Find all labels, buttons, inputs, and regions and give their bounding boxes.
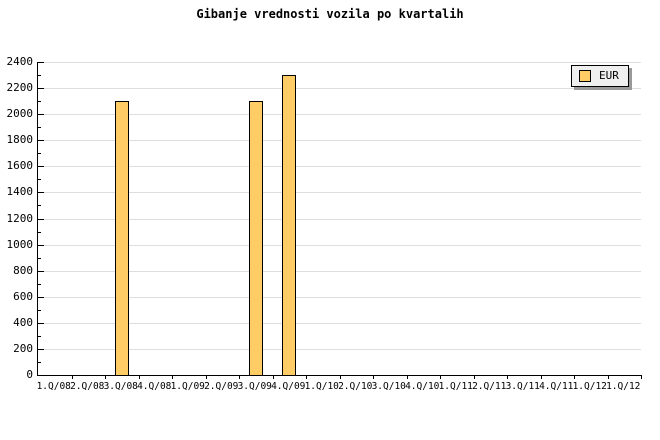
y-major-tick-1400 [38, 192, 44, 193]
y-major-tick-800 [38, 271, 44, 272]
bar-3.Q/09 [249, 101, 263, 375]
y-axis-label-200: 200 [13, 341, 33, 355]
y-major-tick-1200 [38, 219, 44, 220]
y-minor-tick-1700 [38, 153, 41, 154]
y-major-tick-2200 [38, 88, 44, 89]
x-tick-13 [474, 375, 475, 379]
y-minor-tick-1300 [38, 205, 41, 206]
x-axis-label-5: 1.Q/09 [170, 381, 205, 392]
x-tick-3 [139, 375, 140, 379]
y-minor-tick-900 [38, 258, 41, 259]
y-axis-label-800: 800 [13, 263, 33, 277]
gridline-y-1200 [38, 219, 641, 220]
x-axis-label-7: 3.Q/09 [237, 381, 272, 392]
x-axis-label-18: 1.Q/12 [606, 381, 641, 392]
x-tick-7 [273, 375, 274, 379]
y-major-tick-1000 [38, 245, 44, 246]
y-major-tick-400 [38, 323, 44, 324]
gridline-y-800 [38, 271, 641, 272]
y-axis-label-1000: 1000 [6, 237, 34, 251]
y-axis-label-1800: 1800 [6, 133, 34, 147]
x-axis-label-11: 3.Q/10 [371, 381, 406, 392]
legend: EUR [571, 65, 629, 87]
x-tick-8 [306, 375, 307, 379]
y-major-tick-1600 [38, 166, 44, 167]
bar-3.Q/08 [115, 101, 129, 375]
gridline-y-1400 [38, 192, 641, 193]
y-major-tick-2400 [38, 62, 44, 63]
plot-area [37, 62, 642, 379]
legend-swatch-icon [579, 70, 591, 82]
y-axis-label-1200: 1200 [6, 211, 34, 225]
y-minor-tick-1500 [38, 179, 41, 180]
x-tick-14 [507, 375, 508, 379]
x-axis-label-13: 1.Q/11 [438, 381, 473, 392]
x-axis-label-12: 4.Q/10 [405, 381, 440, 392]
x-axis-label-2: 2.Q/08 [70, 381, 105, 392]
y-minor-tick-100 [38, 362, 41, 363]
bar-4.Q/09 [282, 75, 296, 375]
gridline-y-400 [38, 323, 641, 324]
gridline-y-200 [38, 349, 641, 350]
gridline-y-2000 [38, 114, 641, 115]
gridline-y-1800 [38, 140, 641, 141]
gridline-y-1000 [38, 245, 641, 246]
x-tick-16 [574, 375, 575, 379]
x-axis-label-15: 3.Q/11 [505, 381, 540, 392]
x-tick-6 [239, 375, 240, 379]
x-axis-label-9: 1.Q/10 [304, 381, 339, 392]
x-axis-label-10: 2.Q/10 [338, 381, 373, 392]
x-axis-label-14: 2.Q/11 [472, 381, 507, 392]
x-tick-10 [373, 375, 374, 379]
x-tick-11 [407, 375, 408, 379]
x-tick-2 [105, 375, 106, 379]
gridline-y-1600 [38, 166, 641, 167]
y-axis-label-1600: 1600 [6, 159, 34, 173]
x-axis-label-16: 4.Q/11 [539, 381, 574, 392]
x-axis-label-8: 4.Q/09 [271, 381, 306, 392]
y-major-tick-600 [38, 297, 44, 298]
x-tick-5 [206, 375, 207, 379]
x-tick-15 [541, 375, 542, 379]
x-axis-label-1: 1.Q/08 [36, 381, 71, 392]
y-minor-tick-2300 [38, 75, 41, 76]
x-tick-4 [172, 375, 173, 379]
x-axis-label-4: 4.Q/08 [137, 381, 172, 392]
gridline-y-2200 [38, 88, 641, 89]
y-minor-tick-2100 [38, 101, 41, 102]
x-axis-label-6: 2.Q/09 [204, 381, 239, 392]
y-minor-tick-1900 [38, 127, 41, 128]
y-axis-label-2400: 2400 [6, 55, 34, 68]
y-minor-tick-700 [38, 284, 41, 285]
x-tick-9 [340, 375, 341, 379]
gridline-y-600 [38, 297, 641, 298]
x-axis-label-17: 1.Q/12 [572, 381, 607, 392]
y-minor-tick-300 [38, 336, 41, 337]
y-axis-label-2200: 2200 [6, 81, 34, 95]
gridline-y-2400 [38, 62, 641, 63]
chart-title: Gibanje vrednosti vozila po kvartalih [196, 7, 464, 21]
y-axis-label-0: 0 [26, 368, 33, 381]
y-major-tick-1800 [38, 140, 44, 141]
x-tick-17 [608, 375, 609, 379]
y-minor-tick-1100 [38, 232, 41, 233]
y-major-tick-200 [38, 349, 44, 350]
x-tick-18 [641, 375, 642, 379]
x-tick-1 [72, 375, 73, 379]
y-axis-label-600: 600 [13, 289, 33, 303]
legend-series-label: EUR [599, 69, 619, 82]
y-major-tick-2000 [38, 114, 44, 115]
y-axis-label-400: 400 [13, 315, 33, 329]
y-minor-tick-500 [38, 310, 41, 311]
y-axis-label-2000: 2000 [6, 107, 34, 121]
y-axis-label-1400: 1400 [6, 185, 34, 199]
x-tick-12 [440, 375, 441, 379]
x-axis-label-3: 3.Q/08 [103, 381, 138, 392]
